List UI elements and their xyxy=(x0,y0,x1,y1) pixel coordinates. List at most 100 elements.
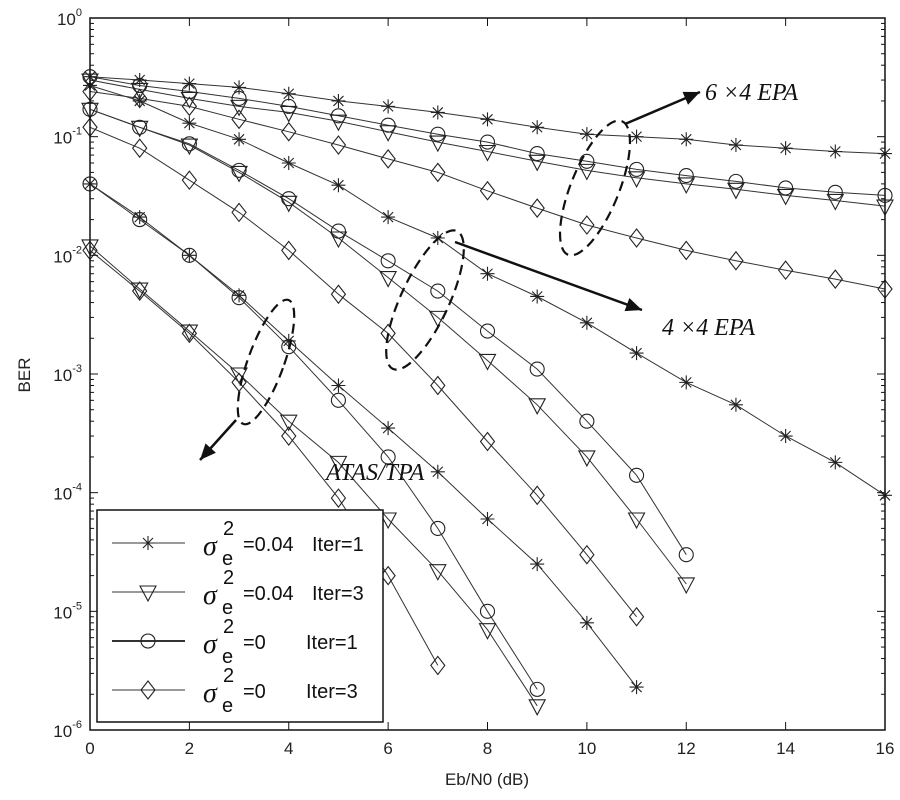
data-point-diamond xyxy=(330,488,347,508)
legend-iter: Iter=1 xyxy=(306,632,358,654)
data-point-triangle xyxy=(528,154,547,172)
data-point-star xyxy=(679,132,694,147)
data-point-star xyxy=(132,210,147,225)
arrow-head-icon xyxy=(200,443,216,460)
data-point-diamond xyxy=(579,215,595,235)
legend-value: =0 xyxy=(243,632,266,654)
data-point-diamond xyxy=(628,228,645,248)
data-point-circle xyxy=(380,449,396,465)
data-point-diamond xyxy=(678,240,694,261)
data-point-triangle xyxy=(677,177,696,195)
legend-value: =0.04 xyxy=(243,583,294,605)
annotation-4x4-epa: 4 ×4 EPA xyxy=(662,315,755,341)
annotations: 6 ×4 EPA 4 ×4 EPA ATAS/TPA xyxy=(199,80,798,486)
data-point-star xyxy=(381,421,396,436)
star-marker-icon xyxy=(141,536,155,550)
legend-iter: Iter=3 xyxy=(306,681,358,703)
data-point-diamond xyxy=(281,240,297,261)
triangle-marker-icon xyxy=(139,585,157,603)
data-point-diamond xyxy=(728,250,744,271)
data-point-star xyxy=(132,73,147,88)
data-point-diamond xyxy=(380,148,396,169)
data-point-triangle xyxy=(627,512,646,530)
data-point-diamond xyxy=(529,198,545,219)
data-point-triangle xyxy=(528,398,547,415)
data-point-diamond xyxy=(281,121,297,142)
data-point-circle xyxy=(132,119,148,135)
legend-iter: Iter=1 xyxy=(312,534,364,556)
data-point-triangle xyxy=(130,82,149,100)
legend-sup: 2 xyxy=(223,665,234,687)
data-point-star xyxy=(331,178,346,193)
data-point-triangle xyxy=(379,512,398,530)
y-tick-label: 10-5 xyxy=(53,600,82,622)
data-point-circle xyxy=(479,603,496,619)
data-point-circle xyxy=(430,126,446,142)
data-point-star xyxy=(331,378,346,393)
legend-sub: e xyxy=(222,548,233,570)
data-point-diamond xyxy=(281,426,297,446)
data-point-star xyxy=(281,86,296,101)
circle-marker-icon xyxy=(140,633,156,649)
series-line xyxy=(89,76,886,196)
data-point-star xyxy=(828,455,843,470)
data-point-diamond xyxy=(181,323,198,344)
legend: σ e2=0.04 Iter=1σ e2=0.04 Iter=3σ e2=0 Iter=1σ… xyxy=(96,509,384,723)
data-point-circle xyxy=(430,520,446,536)
data-point-diamond xyxy=(181,96,198,117)
data-point-circle xyxy=(827,184,843,200)
data-point-star xyxy=(579,615,594,630)
data-point-triangle xyxy=(230,367,248,385)
legend-sigma: σ xyxy=(203,629,218,660)
data-point-diamond xyxy=(380,323,396,344)
legend-sub: e xyxy=(222,597,233,619)
data-point-circle xyxy=(330,108,346,124)
legend-sigma: σ xyxy=(203,678,218,709)
y-tick-label: 10-6 xyxy=(53,719,82,741)
data-point-star xyxy=(480,112,495,127)
data-point-star xyxy=(728,397,743,412)
data-point-triangle xyxy=(627,171,646,188)
data-point-triangle xyxy=(130,282,149,300)
data-point-circle xyxy=(231,90,247,106)
data-point-circle xyxy=(529,681,545,697)
legend-sup: 2 xyxy=(223,567,234,589)
series-4x4-epa-circle xyxy=(82,101,694,563)
data-point-triangle xyxy=(329,231,348,249)
data-point-star xyxy=(778,429,793,444)
data-point-triangle xyxy=(478,623,497,640)
data-point-diamond xyxy=(330,135,347,155)
x-axis-label: Eb/N0 (dB) xyxy=(445,770,529,789)
data-point-star xyxy=(728,138,743,153)
series-line xyxy=(89,108,687,585)
series-line xyxy=(89,245,538,707)
data-point-star xyxy=(132,93,147,108)
data-point-diamond xyxy=(479,180,496,201)
data-point-star xyxy=(430,105,445,120)
data-point-star xyxy=(381,210,396,225)
data-point-circle xyxy=(529,361,545,377)
data-point-star xyxy=(530,120,545,135)
legend-sigma: σ xyxy=(203,531,218,562)
x-tick-label: 12 xyxy=(677,739,696,758)
data-point-circle xyxy=(181,136,197,152)
data-point-triangle xyxy=(180,91,199,109)
data-point-star xyxy=(629,346,644,361)
x-tick-label: 4 xyxy=(284,739,293,758)
data-point-triangle xyxy=(329,455,348,473)
x-tick-label: 0 xyxy=(85,739,94,758)
data-point-star xyxy=(480,266,495,281)
data-point-diamond xyxy=(181,170,198,191)
data-point-triangle xyxy=(279,105,298,123)
x-tick-label: 16 xyxy=(876,739,895,758)
axes: 0 2 4 6 8 10 12 14 16 100 10-1 10-2 10-3 10-4 10-5 10-6 xyxy=(53,7,894,758)
legend-sup: 2 xyxy=(223,518,234,540)
data-point-circle xyxy=(479,134,496,150)
data-point-circle xyxy=(629,161,645,177)
data-point-circle xyxy=(181,247,197,263)
data-point-diamond xyxy=(430,375,446,396)
data-point-triangle xyxy=(677,577,696,595)
y-tick-label: 10-2 xyxy=(53,244,82,266)
data-point-star xyxy=(182,116,197,131)
legend-value: =0.04 xyxy=(243,534,294,556)
